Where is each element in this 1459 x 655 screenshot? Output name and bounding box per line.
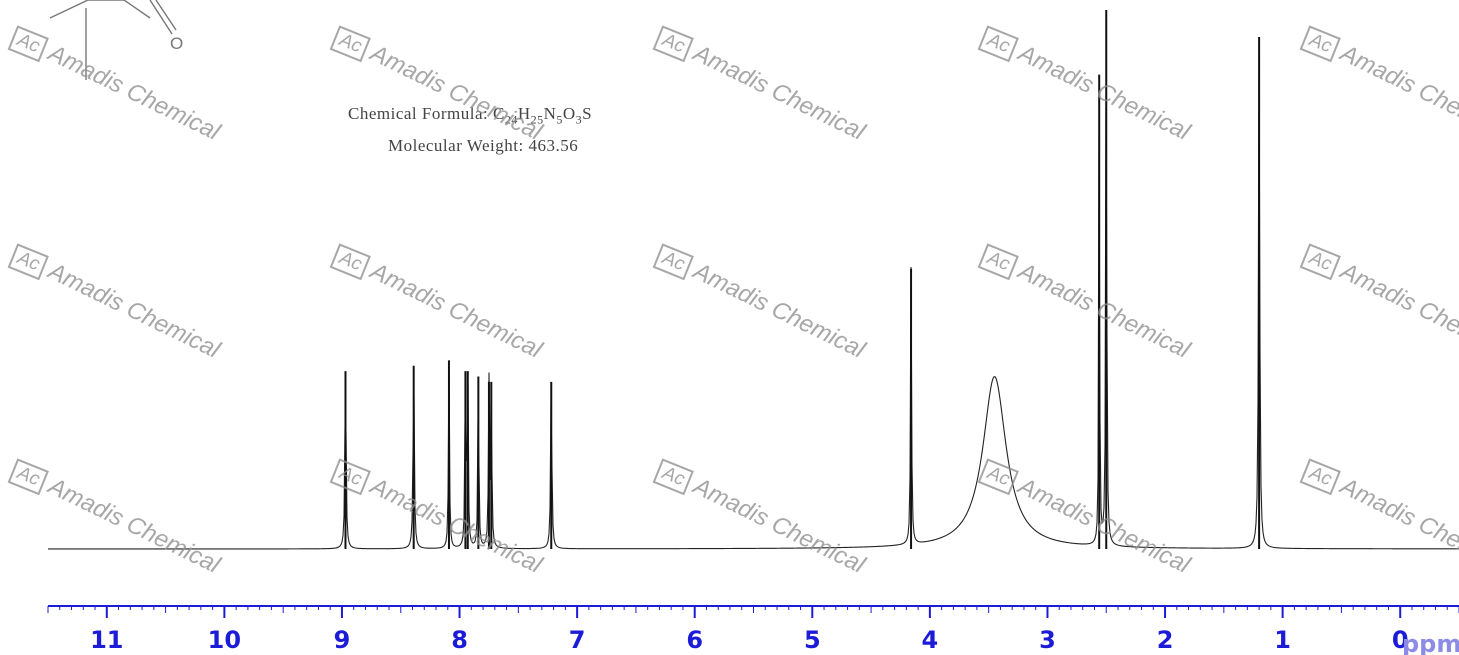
formula-element: H: [517, 104, 531, 123]
tick-label: 10: [208, 626, 241, 654]
axis-unit-label: ppm: [1402, 630, 1459, 655]
tick-label: 4: [922, 626, 939, 654]
formula-subscript: 5: [556, 112, 563, 127]
structure-fragment: O: [49, 0, 183, 80]
tick-label: 0: [1392, 626, 1409, 654]
molecular-weight: Molecular Weight: 463.56: [388, 136, 579, 155]
formula-value: C24H25N5O3S: [492, 104, 593, 127]
spectrum-trace: [48, 10, 1459, 550]
formula-label: Chemical Formula:: [348, 104, 489, 123]
tick-label: 8: [451, 626, 468, 654]
tick-label: 7: [569, 626, 586, 654]
tick-label: 5: [804, 626, 821, 654]
formula-subscript: 24: [504, 112, 518, 127]
bond-line: [149, 0, 173, 35]
tick-label: 3: [1039, 626, 1056, 654]
bond-line: [155, 0, 177, 31]
tick-label: 11: [90, 626, 123, 654]
tick-label: 6: [686, 626, 703, 654]
formula-subscript: 3: [575, 112, 583, 127]
oxygen-atom-label: O: [170, 34, 183, 53]
formula-element: C: [492, 104, 505, 123]
tick-label: 9: [334, 626, 351, 654]
formula-subscript: 25: [530, 112, 544, 127]
bond-lines: [49, 0, 151, 19]
formula-element: O: [562, 104, 576, 123]
formula-element: S: [582, 104, 593, 123]
formula-element: N: [543, 104, 557, 123]
spectrum-line: [48, 48, 1459, 550]
chemical-formula: Chemical Formula: C24H25N5O3S: [348, 104, 592, 127]
tick-label: 1: [1274, 626, 1291, 654]
tick-label: 2: [1157, 626, 1174, 654]
